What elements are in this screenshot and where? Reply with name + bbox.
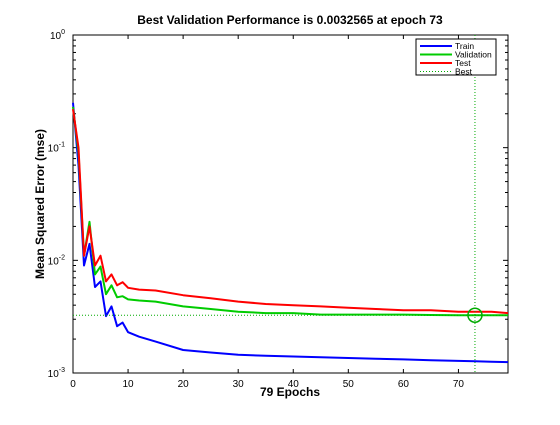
x-tick-label: 0	[70, 379, 76, 390]
y-axis-label: Mean Squared Error (mse)	[33, 129, 47, 279]
x-tick-label: 40	[288, 379, 300, 390]
x-tick-label: 30	[233, 379, 245, 390]
series-line-test	[72, 108, 509, 315]
y-tick-label: 10-1	[48, 142, 65, 155]
legend-label-test: Test	[455, 58, 471, 68]
best-point-marker	[467, 307, 483, 323]
chart-title: Best Validation Performance is 0.0032565…	[137, 13, 443, 27]
x-tick-label: 20	[178, 379, 190, 390]
legend-label-validation: Validation	[455, 50, 492, 60]
y-tick-label: 100	[50, 29, 65, 42]
y-tick-label: 10-2	[48, 254, 65, 267]
plot-area	[72, 34, 509, 374]
x-axis-label: 79 Epochs	[260, 385, 320, 399]
y-tick-label: 10-3	[48, 367, 65, 380]
legend-label-best: Best	[455, 67, 473, 77]
series-line-train	[72, 102, 509, 364]
legend-label-train: Train	[455, 41, 474, 51]
best-marker-group	[73, 35, 508, 373]
x-tick-label: 60	[398, 379, 410, 390]
x-tick-label: 50	[343, 379, 355, 390]
x-tick-label: 70	[453, 379, 465, 390]
axes-ticks: 0 10 20 30 40 50 60 70 10-3 10-2 10-1 100	[48, 29, 508, 390]
x-tick-label: 10	[123, 379, 135, 390]
